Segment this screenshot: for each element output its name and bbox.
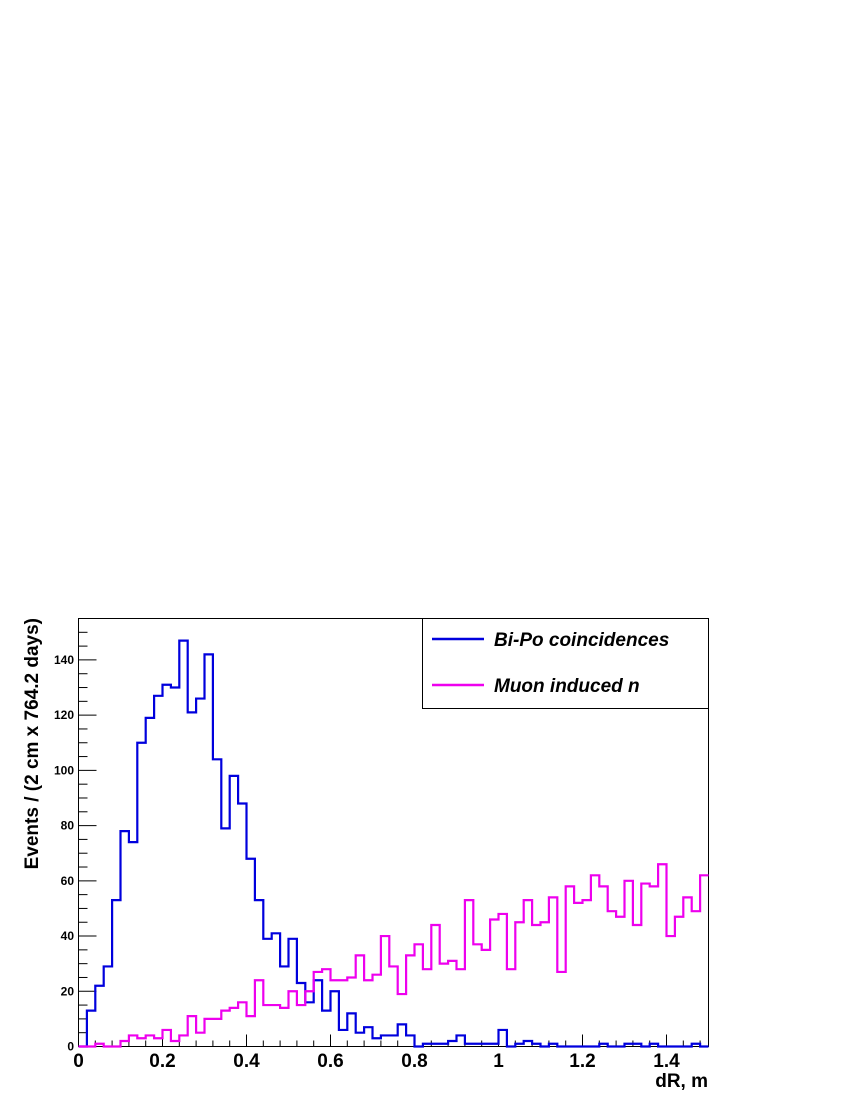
y-tick-label: 60: [61, 874, 75, 888]
x-tick-label: 0.8: [401, 1051, 427, 1072]
y-tick-label: 20: [61, 984, 75, 998]
y-tick-label: 120: [54, 708, 74, 722]
x-tick-label: 1: [493, 1051, 504, 1072]
legend: Bi-Po coincidences Muon induced n: [422, 618, 709, 709]
legend-box: [422, 618, 709, 709]
y-tick-label: 40: [61, 929, 75, 943]
y-tick-label: 100: [54, 763, 74, 777]
legend-entry-bipo: Bi-Po coincidences: [494, 630, 669, 651]
y-tick-label: 80: [61, 819, 75, 833]
plot-area: [78, 618, 709, 1047]
x-tick-label: 1.2: [569, 1051, 595, 1072]
y-tick-label: 0: [67, 1040, 74, 1054]
x-tick-label: 0: [73, 1051, 84, 1072]
x-tick-label: 0.6: [317, 1051, 343, 1072]
x-tick-label: 0.2: [149, 1051, 175, 1072]
series-layer: [78, 639, 709, 1048]
y-tick-label: 140: [54, 653, 74, 667]
x-tick-labels: 0 0.2 0.4 0.6 0.8 1 1.2 1.4: [73, 1051, 680, 1072]
y-tick-labels: 0 20 40 60 80 100 120 140: [54, 653, 74, 1054]
series-line-0: [78, 639, 709, 1048]
x-axis-label: dR, m: [655, 1071, 708, 1092]
y-axis-label: Events / (2 cm x 764.2 days): [22, 618, 43, 869]
x-tick-label: 0.4: [233, 1051, 260, 1072]
legend-entry-muon: Muon induced n: [494, 676, 640, 697]
x-tick-label: 1.4: [653, 1051, 680, 1072]
series-line-1: [78, 863, 709, 1048]
plot-frame: [78, 618, 709, 1047]
